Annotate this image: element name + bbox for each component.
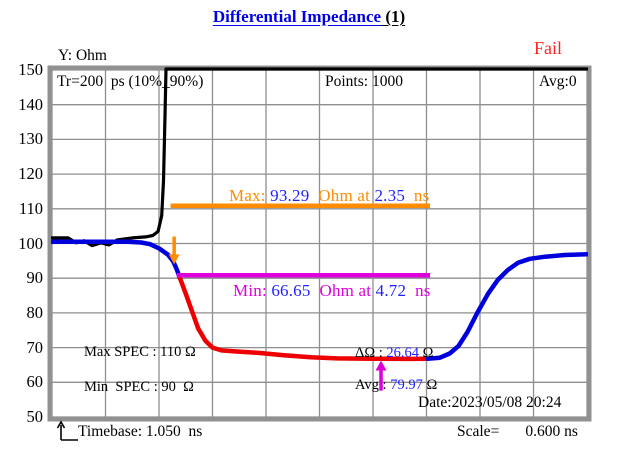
y-tick-label: 110	[18, 198, 43, 218]
y-tick-label: 60	[26, 372, 44, 392]
min-mid-text: Ohm at	[310, 281, 376, 300]
points-label: Points: 1000	[325, 73, 403, 90]
max-label: Max:	[229, 186, 271, 205]
delta-label: ΔΩ :	[355, 345, 387, 361]
min-label: Min:	[233, 281, 272, 300]
timebase-label: Timebase: 1.050 ns	[78, 423, 203, 440]
max-time-value: 2.35	[374, 186, 406, 205]
min-value: 66.65	[271, 281, 311, 300]
min-unit: ns	[406, 281, 431, 300]
max-unit: ns	[405, 186, 430, 205]
y-tick-label: 100	[18, 233, 43, 253]
waveforms	[51, 67, 588, 362]
y-tick-label: 130	[18, 129, 43, 149]
impedance-recovery-right-blue	[425, 252, 588, 361]
page-title: Differential Impedance (1)	[0, 7, 618, 27]
y-tick-label: 80	[26, 302, 44, 322]
y-tick-label: 90	[26, 268, 44, 288]
avg-readout: Avg : 79.97 Ω	[355, 377, 437, 394]
max-spec-label: Max SPEC : 110 Ω	[84, 344, 196, 360]
y-tick-label: 70	[26, 337, 44, 357]
avg-label: Avg :	[355, 377, 391, 393]
timebase-arrow-icon	[56, 420, 78, 441]
min-time-value: 4.72	[375, 281, 407, 300]
risetime-label: Tr=200 ps (10%_90%)	[57, 73, 204, 90]
title-main: Differential Impedance	[212, 7, 382, 26]
max-value: 93.29	[270, 186, 310, 205]
y-axis-label: Y: Ohm	[58, 47, 107, 64]
impedance-in-spec-left-blue	[51, 239, 183, 281]
min-marker-arrow-head	[375, 360, 387, 371]
status-fail-label: Fail	[534, 38, 563, 58]
averaging-label: Avg:0	[539, 73, 577, 90]
impedance-below-spec-red	[177, 275, 430, 362]
max-readout: Max: 93.29 Ohm at 2.35 ns	[229, 186, 429, 206]
scale-value: 0.600 ns	[525, 423, 578, 440]
delta-readout: ΔΩ : 26.64 Ω	[355, 345, 433, 362]
min-spec-label: Min SPEC : 90 Ω	[84, 379, 194, 395]
y-tick-label: 140	[18, 94, 43, 114]
date-label: Date:2023/05/08 20:24	[418, 394, 562, 411]
y-tick-label: 120	[18, 164, 43, 184]
y-tick-label: 50	[26, 407, 44, 426]
max-mid-text: Ohm at	[309, 186, 375, 205]
title-index: (1)	[381, 7, 406, 26]
delta-value: 26.64	[386, 345, 420, 361]
delta-unit: Ω	[419, 345, 434, 361]
max-marker-arrow-head	[168, 254, 180, 265]
avg-value: 79.97	[390, 377, 423, 393]
scale-label: Scale=	[457, 423, 500, 440]
scale-readout: Scale= 0.600 ns	[457, 423, 578, 441]
y-tick-label: 150	[18, 60, 43, 79]
avg-unit: Ω	[422, 377, 438, 393]
min-readout: Min: 66.65 Ohm at 4.72 ns	[233, 281, 431, 301]
